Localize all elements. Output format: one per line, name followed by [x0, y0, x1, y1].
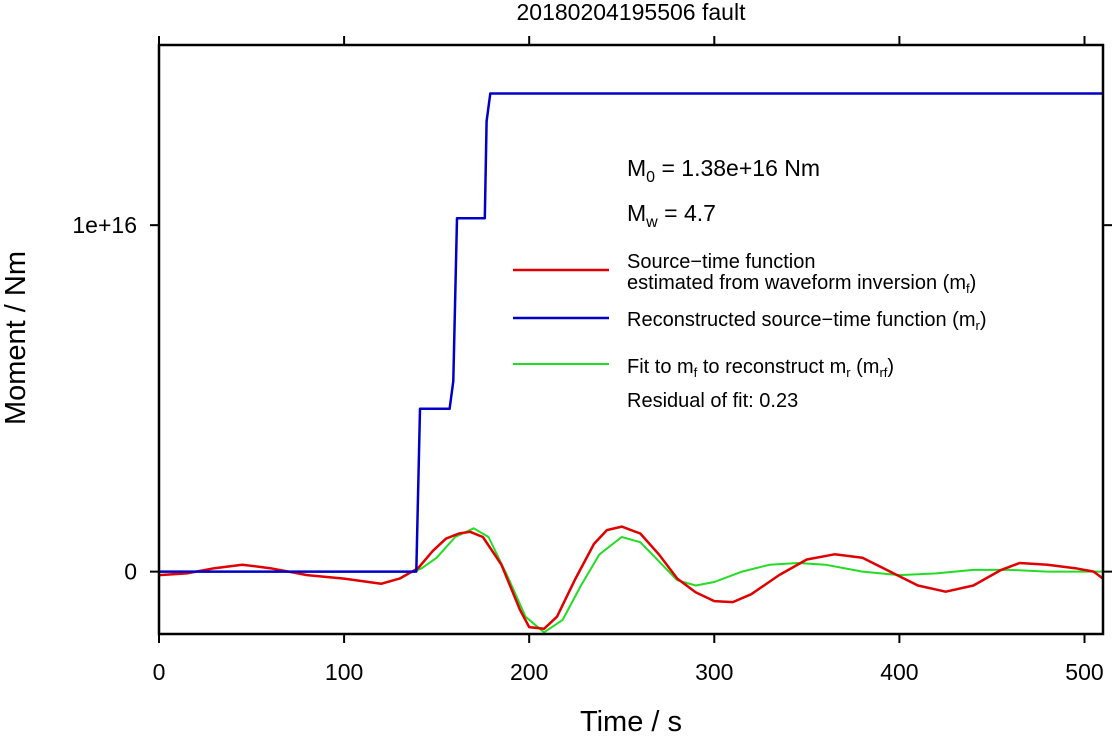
series-line-mr — [159, 92, 1103, 573]
x-tick-label: 500 — [1065, 659, 1103, 685]
legend-label-mrf: Fit to mf to reconstruct mr (mrf) — [627, 356, 894, 380]
series-line-mrf — [159, 527, 1103, 634]
x-tick-label: 200 — [510, 659, 548, 685]
legend: Source−time function estimated from wave… — [513, 251, 987, 412]
x-tick-label: 0 — [153, 659, 166, 685]
mw-annotation: Mw = 4.7 — [627, 200, 716, 231]
y-tick-label: 0 — [124, 559, 137, 585]
legend-label-mr: Reconstructed source−time function (mr) — [627, 309, 987, 333]
plot-frame — [157, 43, 1105, 636]
x-tick-label: 300 — [695, 659, 733, 685]
y-axis-label: Moment / Nm — [0, 251, 32, 425]
series-line-mf — [159, 525, 1103, 631]
chart-title: 20180204195506 fault — [517, 0, 747, 25]
plot-curves — [159, 92, 1103, 634]
legend-label-mf-line2: estimated from waveform inversion (mf) — [627, 272, 976, 296]
x-tick-label: 400 — [880, 659, 918, 685]
y-tick-label: 1e+16 — [72, 212, 137, 238]
legend-label-mf-line1: Source−time function — [627, 251, 815, 273]
x-tick-label: 100 — [325, 659, 363, 685]
residual-annotation: Residual of fit: 0.23 — [627, 390, 798, 412]
m0-annotation: M0 = 1.38e+16 Nm — [627, 155, 820, 186]
x-axis-label: Time / s — [580, 706, 682, 736]
plot-axes: 0 100 200 300 400 500 0 1e+16 — [72, 36, 1112, 685]
